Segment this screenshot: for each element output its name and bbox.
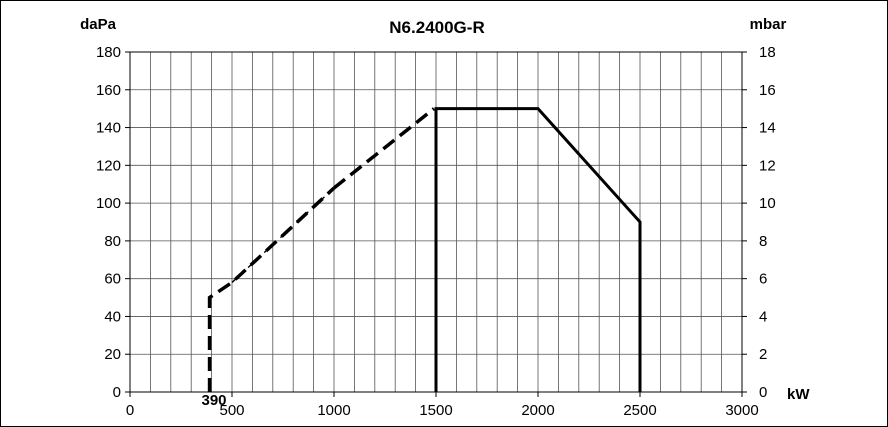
series-line-dashed-thin	[231, 187, 335, 283]
y-left-tick-label: 100	[96, 195, 121, 212]
min-output-annotation: 390	[201, 392, 226, 409]
x-tick-label: 1500	[419, 402, 452, 419]
y-right-tick-label: 18	[759, 44, 776, 61]
x-tick-label: 0	[126, 402, 134, 419]
y-right-tick-label: 2	[759, 346, 767, 363]
x-tick-label: 500	[219, 402, 244, 419]
y-right-tick-label: 14	[759, 120, 776, 137]
series	[207, 107, 642, 392]
chart-title: N6.2400G-R	[389, 18, 484, 37]
y-right-tick-label: 0	[759, 384, 767, 401]
y-left-tick-label: 40	[104, 308, 121, 325]
ticks: 0 500 1000 1500 2000 2500 30000204060801001201…	[96, 44, 776, 419]
x-tick-label: 2500	[623, 402, 656, 419]
y-left-tick-label: 80	[104, 233, 121, 250]
y-left-tick-label: 160	[96, 82, 121, 99]
series-line-solid	[434, 107, 642, 392]
y-left-tick-label: 140	[96, 120, 121, 137]
series-line-dashed-bold	[332, 107, 436, 190]
y-left-tick-label: 20	[104, 346, 121, 363]
y-right-tick-label: 4	[759, 308, 767, 325]
y-right-tick-label: 16	[759, 82, 776, 99]
y-right-tick-label: 6	[759, 271, 767, 288]
x-tick-label: 1000	[317, 402, 350, 419]
left-axis-unit: daPa	[80, 16, 117, 33]
x-tick-label: 3000	[725, 402, 758, 419]
x-tick-label: 2000	[521, 402, 554, 419]
y-left-tick-label: 0	[113, 384, 121, 401]
right-axis-unit: mbar	[750, 16, 787, 33]
y-right-tick-label: 10	[759, 195, 776, 212]
y-right-tick-label: 12	[759, 157, 776, 174]
y-right-tick-label: 8	[759, 233, 767, 250]
y-left-tick-label: 120	[96, 157, 121, 174]
y-left-tick-label: 180	[96, 44, 121, 61]
y-left-tick-label: 60	[104, 271, 121, 288]
x-axis-unit: kW	[787, 386, 810, 403]
